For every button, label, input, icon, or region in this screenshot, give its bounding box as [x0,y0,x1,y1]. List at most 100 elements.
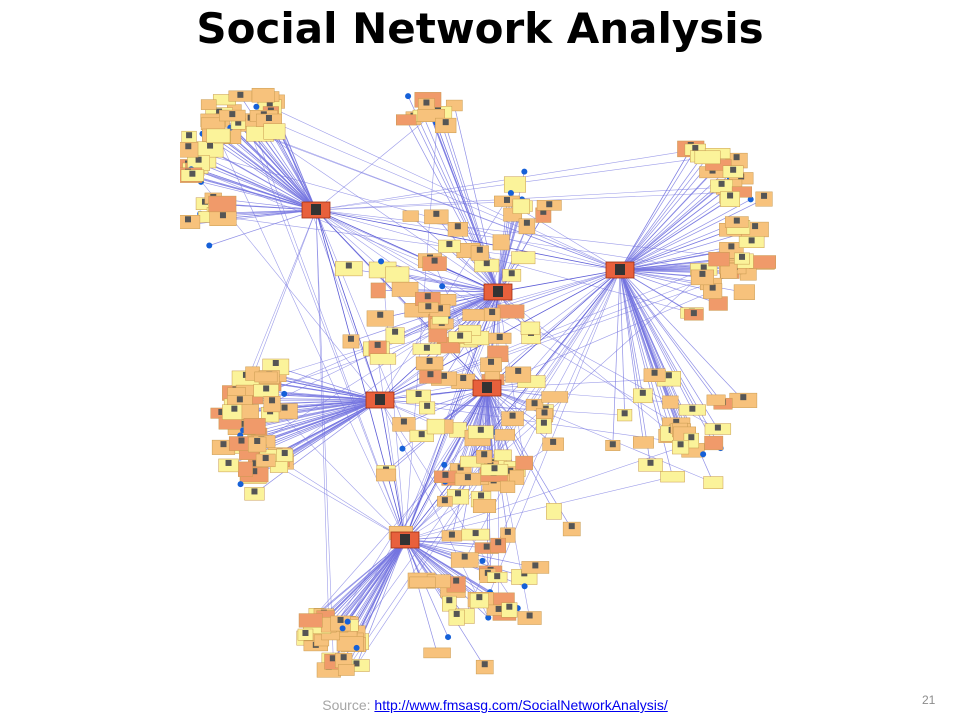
node-photo [540,419,547,426]
node [708,252,730,267]
node [462,309,485,321]
source-label: Source: [322,697,371,713]
node [704,435,724,451]
node [251,87,275,103]
node-photo [251,488,258,495]
node [423,647,451,659]
edge [340,539,406,624]
node-photo [436,305,443,312]
node-photo [219,212,226,219]
edge [276,375,381,401]
node [208,195,237,213]
node-photo [506,603,513,610]
edge [356,291,499,648]
node-dot [237,481,244,488]
node [385,327,405,344]
hub-photo [615,264,625,275]
node-dot [507,189,514,196]
node-photo [237,91,244,98]
edge [194,169,499,293]
node-photo [515,367,522,374]
node [472,499,497,513]
node-dot [399,445,406,452]
edge [397,274,499,293]
node [662,395,679,409]
node-photo [302,629,309,636]
node-photo [476,594,483,601]
edge [619,269,644,396]
edge [198,162,317,211]
node-photo [254,437,261,444]
node-photo [440,372,447,379]
node-photo [427,371,434,378]
node-photo [252,460,259,467]
edge [619,186,730,271]
edge [315,209,381,401]
edge [530,269,621,337]
edge [191,168,317,211]
node-photo [609,441,616,448]
node-photo [692,145,699,152]
node [503,176,526,193]
edge [259,133,317,211]
edge [328,539,406,625]
node-photo [220,441,227,448]
edge [404,446,681,541]
edge [619,269,719,430]
edge [404,539,438,653]
edge [619,226,739,271]
edge [619,269,717,401]
node [755,191,773,207]
edge [315,209,406,541]
node-photo [621,410,628,417]
node [426,418,445,435]
node [536,418,552,434]
node-photo [415,390,422,397]
edge [619,269,670,379]
edge [619,156,703,271]
node-photo [229,111,236,118]
node-photo [718,180,725,187]
node [520,321,541,335]
node [243,418,266,435]
node-photo [457,464,464,471]
node-photo [503,196,510,203]
edge [315,209,330,625]
node-dot [441,461,448,468]
node-photo [269,397,276,404]
node [391,281,419,297]
node [511,251,536,265]
hub-photo [482,382,492,393]
node-photo [476,246,483,253]
node-photo [186,132,193,139]
node-dot [281,390,288,397]
edge [315,209,488,389]
node-dot [700,451,707,458]
node-photo [400,418,407,425]
node-dot [344,618,351,625]
node [447,222,468,237]
node-photo [700,264,707,271]
edge [619,269,745,293]
node-photo [272,359,279,366]
node-photo [340,654,347,661]
node [541,391,569,403]
node-photo [235,119,242,126]
edge [612,269,621,446]
node-photo [748,237,755,244]
node [448,609,465,626]
edge [346,539,406,632]
node-photo [251,468,258,475]
node [469,592,489,609]
edge [619,269,719,304]
node-photo [481,451,488,458]
edge [200,213,621,271]
node-photo [478,492,485,499]
edge [376,348,406,541]
node [470,245,489,261]
source-link[interactable]: http://www.fmsasg.com/SocialNetworkAnaly… [374,697,668,713]
node-photo [761,192,768,199]
edge [619,269,715,444]
edge [380,261,499,293]
edge [210,134,317,211]
